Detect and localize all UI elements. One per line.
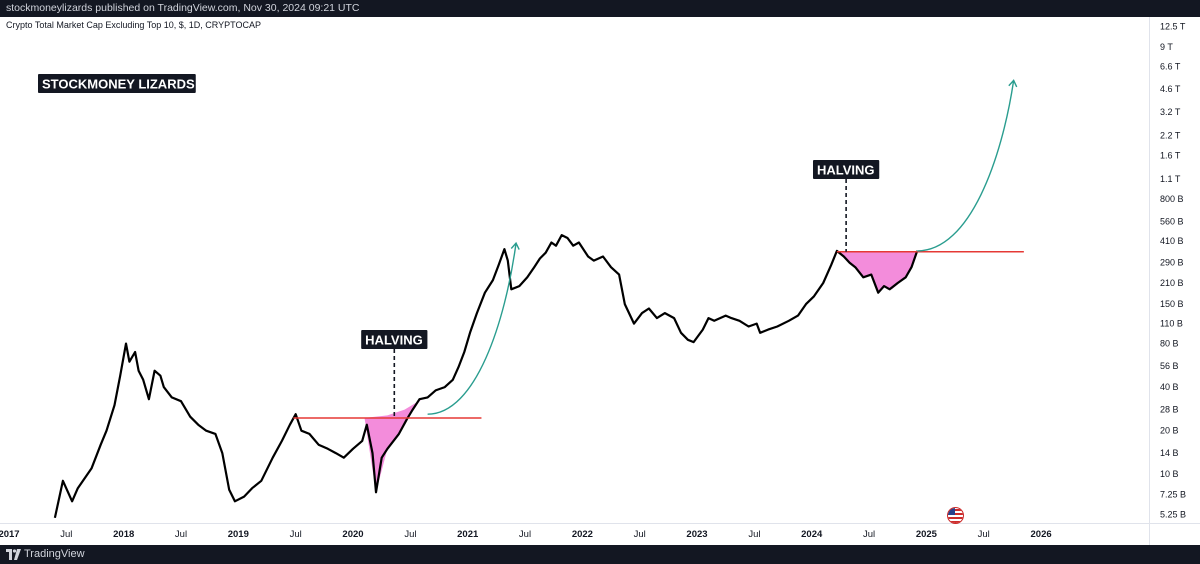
- symbol-description: Crypto Total Market Cap Excluding Top 10…: [6, 20, 261, 30]
- y-tick-label: 10 B: [1160, 469, 1179, 479]
- y-tick-label: 800 B: [1160, 194, 1184, 204]
- x-tick-label: 2022: [572, 529, 593, 540]
- price-line[interactable]: [53, 234, 919, 519]
- y-tick-label: 6.6 T: [1160, 61, 1181, 71]
- x-tick-label: 2025: [916, 529, 938, 540]
- halving-label-text: HALVING: [365, 333, 423, 348]
- publish-info: stockmoneylizards published on TradingVi…: [6, 2, 360, 14]
- pattern-shading[interactable]: [364, 399, 422, 493]
- x-tick-label: Jul: [404, 529, 416, 540]
- watermark-label-text: STOCKMONEY LIZARDS: [42, 77, 195, 92]
- y-tick-label: 110 B: [1160, 319, 1183, 329]
- x-tick-label: 2019: [228, 529, 249, 540]
- x-tick-label: 2021: [457, 529, 479, 540]
- x-tick-label: 2023: [686, 529, 707, 540]
- x-tick-label: 2018: [113, 529, 134, 540]
- y-tick-label: 40 B: [1160, 382, 1179, 392]
- x-tick-label: Jul: [290, 529, 302, 540]
- axis-ticks-group: 5.25 B 7.25 B 10 B 14 B 20 B 28 B 40 B 56 B 80 B…: [0, 21, 1186, 540]
- resistance-lines-group: [293, 251, 1024, 419]
- x-tick-label: Jul: [60, 529, 72, 540]
- y-tick-label: 20 B: [1160, 426, 1179, 436]
- y-tick-label: 4.6 T: [1160, 84, 1181, 94]
- projection-arrow[interactable]: [917, 79, 1018, 252]
- y-tick-label: 150 B: [1160, 299, 1184, 309]
- footer-bar: TradingView: [0, 545, 1200, 564]
- x-tick-label: Jul: [634, 529, 646, 540]
- x-tick-label: Jul: [863, 529, 875, 540]
- y-tick-label: 1.1 T: [1160, 174, 1181, 184]
- tradingview-logo-icon: [6, 549, 21, 560]
- y-tick-label: 80 B: [1160, 339, 1179, 349]
- x-tick-label: 2020: [342, 529, 363, 540]
- price-axis-divider: [1149, 17, 1150, 545]
- y-tick-label: 210 B: [1160, 278, 1184, 288]
- y-tick-label: 7.25 B: [1160, 489, 1186, 499]
- x-tick-label: Jul: [175, 529, 187, 540]
- projection-arrows-group: [427, 79, 1018, 415]
- halving-label-text: HALVING: [817, 163, 875, 178]
- y-tick-label: 12.5 T: [1160, 21, 1186, 31]
- y-tick-label: 3.2 T: [1160, 107, 1181, 117]
- tradingview-brand[interactable]: TradingView: [24, 548, 85, 560]
- x-tick-label: 2017: [0, 529, 20, 540]
- y-tick-label: 9 T: [1160, 42, 1173, 52]
- halving-markers-group: HALVING HALVING: [361, 160, 880, 418]
- halving-label[interactable]: HALVING: [812, 160, 880, 179]
- y-tick-label: 28 B: [1160, 405, 1179, 415]
- price-series-group: [53, 234, 919, 519]
- x-tick-label: Jul: [978, 529, 990, 540]
- watermark-label[interactable]: STOCKMONEY LIZARDS: [38, 74, 196, 93]
- y-tick-label: 2.2 T: [1160, 130, 1181, 140]
- us-flag-icon[interactable]: [947, 507, 964, 524]
- projection-arrow[interactable]: [427, 241, 520, 415]
- publish-header: stockmoneylizards published on TradingVi…: [0, 0, 1200, 17]
- y-tick-label: 56 B: [1160, 361, 1179, 371]
- y-tick-label: 14 B: [1160, 448, 1179, 458]
- pattern-shading[interactable]: [836, 251, 918, 293]
- y-tick-label: 290 B: [1160, 258, 1184, 268]
- y-tick-label: 1.6 T: [1160, 150, 1181, 160]
- y-tick-label: 5.25 B: [1160, 510, 1186, 520]
- x-tick-label: Jul: [748, 529, 760, 540]
- y-tick-label: 410 B: [1160, 236, 1184, 246]
- time-axis-divider: [0, 523, 1200, 524]
- y-tick-label: 560 B: [1160, 216, 1184, 226]
- halving-label[interactable]: HALVING: [361, 330, 428, 349]
- pattern-shading-group: [364, 251, 918, 493]
- x-tick-label: Jul: [519, 529, 531, 540]
- x-tick-label: 2024: [801, 529, 823, 540]
- x-tick-label: 2026: [1031, 529, 1052, 540]
